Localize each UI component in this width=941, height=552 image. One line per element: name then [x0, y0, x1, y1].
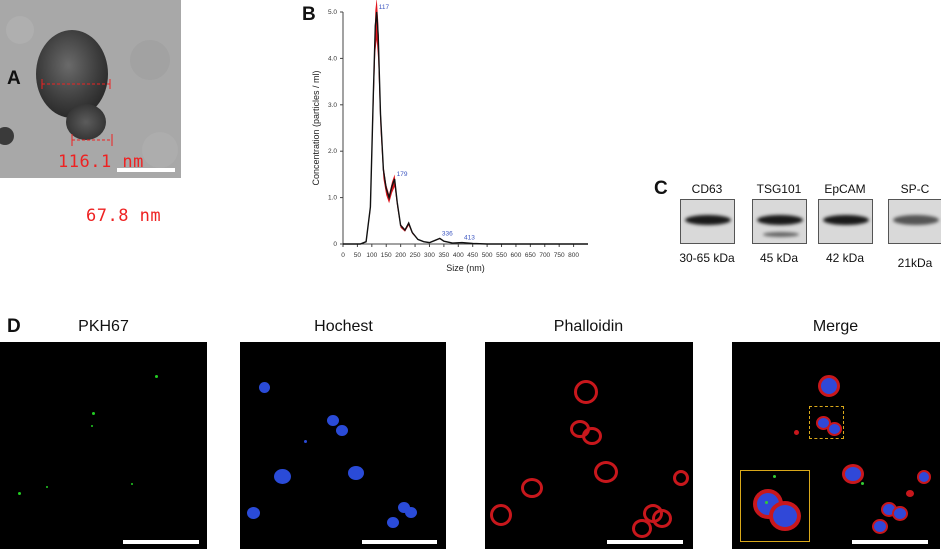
x-tick-label: 250 — [410, 252, 421, 259]
x-tick-label: 150 — [381, 252, 392, 259]
western-blot-epcam — [818, 199, 873, 244]
y-tick-label: 3.0 — [328, 102, 337, 109]
error-band — [343, 0, 588, 244]
tem-micrograph — [0, 0, 181, 178]
y-tick-label: 0 — [333, 241, 337, 248]
fluor-image-hochest — [240, 342, 446, 549]
x-tick-label: 650 — [525, 252, 536, 259]
small-vesicle — [66, 104, 106, 140]
y-tick-label: 1.0 — [328, 195, 337, 202]
merge-roi-box — [809, 406, 844, 439]
peak-label: 336 — [442, 230, 453, 237]
blot-size-cd63: 30-65 kDa — [679, 251, 735, 265]
x-tick-label: 50 — [354, 252, 362, 259]
x-tick-label: 200 — [395, 252, 406, 259]
western-blot-tsg101 — [752, 199, 807, 244]
blot-title-cd63: CD63 — [691, 182, 723, 196]
blot-title-tsg101: TSG101 — [756, 182, 802, 196]
fluor-title-hochest: Hochest — [314, 318, 373, 335]
fluor-image-phalloidin — [485, 342, 693, 549]
panel-label-a: A — [7, 68, 21, 89]
tem-scalebar — [117, 168, 175, 172]
y-tick-label: 5.0 — [328, 9, 337, 16]
scalebar-pkh67 — [123, 540, 199, 544]
peak-label: 117 — [379, 4, 390, 11]
large-vesicle — [36, 30, 108, 118]
scalebar-phalloidin — [607, 540, 683, 544]
measure-label-1: 116.1 nm — [58, 152, 144, 172]
peak-label: 413 — [464, 235, 475, 242]
scalebar-hochest — [362, 540, 437, 544]
fluor-image-merge — [732, 342, 940, 549]
x-tick-label: 550 — [496, 252, 507, 259]
x-tick-label: 400 — [453, 252, 464, 259]
x-tick-label: 600 — [511, 252, 522, 259]
blot-size-tsg101: 45 kDa — [759, 251, 799, 265]
merge-inset — [740, 470, 810, 542]
x-tick-label: 800 — [568, 252, 579, 259]
y-tick-label: 2.0 — [328, 148, 337, 155]
x-tick-label: 450 — [467, 252, 478, 259]
panel-label-d: D — [7, 316, 21, 337]
panel-label-c: C — [654, 178, 668, 199]
x-tick-label: 750 — [554, 252, 565, 259]
peak-label: 179 — [397, 171, 408, 178]
y-tick-label: 4.0 — [328, 55, 337, 62]
blot-size-epcam: 42 kDa — [825, 251, 865, 265]
x-tick-label: 500 — [482, 252, 493, 259]
blot-size-sp-c: 21kDa — [897, 256, 933, 270]
x-tick-label: 300 — [424, 252, 435, 259]
x-tick-label: 350 — [438, 252, 449, 259]
western-blot-cd63 — [680, 199, 735, 244]
western-blot-sp-c — [888, 199, 941, 244]
measure-label-2: 67.8 nm — [86, 206, 162, 226]
y-axis-title: Concentration (particles / ml) — [311, 70, 321, 185]
fluor-title-merge: Merge — [812, 318, 859, 335]
fluor-image-pkh67 — [0, 342, 207, 549]
x-axis-title: Size (nm) — [446, 263, 485, 273]
x-tick-label: 0 — [341, 252, 345, 259]
blot-title-sp-c: SP-C — [900, 182, 930, 196]
tem-image — [0, 0, 181, 178]
panel-label-b: B — [302, 4, 316, 25]
blot-title-epcam: EpCAM — [824, 182, 866, 196]
fluor-title-pkh67: PKH67 — [78, 318, 129, 335]
x-tick-label: 100 — [366, 252, 377, 259]
x-tick-label: 700 — [539, 252, 550, 259]
nta-chart: 0 50 100 150 200 250 300 350 400 450 500 550 600 650 7… — [311, 0, 588, 273]
scalebar-merge — [852, 540, 928, 544]
mean-curve — [343, 11, 588, 245]
fluor-title-phalloidin: Phalloidin — [553, 318, 624, 335]
